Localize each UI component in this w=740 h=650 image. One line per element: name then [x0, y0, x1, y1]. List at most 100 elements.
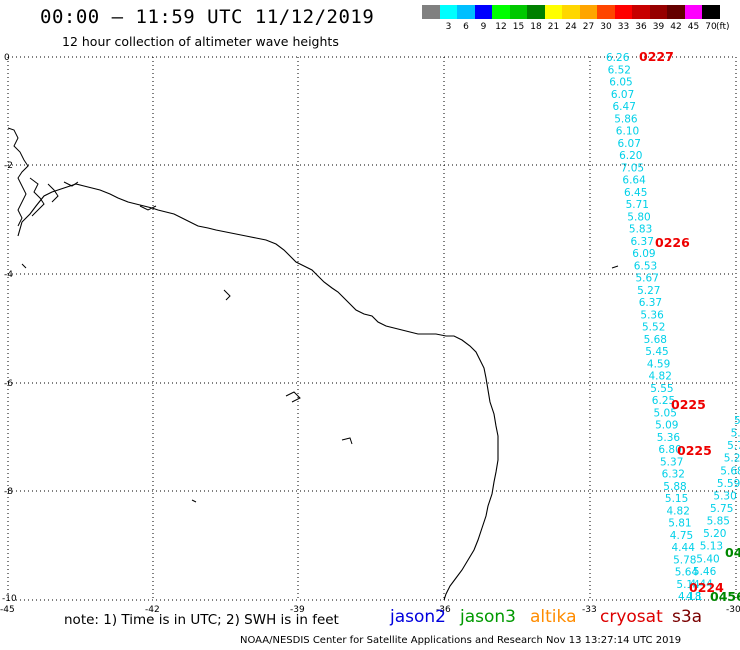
legend-cryosat: cryosat	[600, 607, 663, 627]
scale-swatch	[667, 5, 685, 19]
scale-label: 3	[445, 22, 452, 32]
scale-label: 45	[687, 22, 700, 32]
wave-height-value: 5.	[734, 415, 740, 427]
lat-label: -6	[4, 379, 13, 389]
wave-height-value: 5.71	[626, 199, 649, 211]
wave-height-value: 5.14	[676, 579, 700, 591]
wave-height-value: 5.81	[668, 518, 691, 530]
credit-line: NOAA/NESDIS Center for Satellite Applica…	[240, 635, 682, 646]
wave-height-value: 5.15	[665, 493, 688, 505]
wave-height-value: 5.83	[629, 224, 652, 236]
wave-height-value: 4.75	[670, 530, 693, 542]
wave-height-value: 5.67	[636, 273, 659, 285]
wave-height-value: 6.64	[622, 175, 646, 187]
lon-label: -30	[726, 605, 740, 615]
time-mark: 04	[725, 545, 740, 560]
wave-height-value: 6.80	[658, 444, 681, 456]
wave-height-value: 6.07	[618, 138, 641, 150]
wave-height-value: 5.55	[650, 383, 673, 395]
wave-height-value: 6.53	[634, 260, 657, 272]
wave-height-value: 5.05	[654, 407, 677, 419]
coastline	[17, 183, 499, 601]
map-subtitle: 12 hour collection of altimeter wave hei…	[62, 34, 339, 49]
footer-note: note: 1) Time is in UTC; 2) SWH is in fe…	[64, 612, 339, 628]
scale-label: 18	[530, 22, 542, 32]
map-title: 00:00 – 11:59 UTC 11/12/2019	[40, 6, 375, 28]
lat-label: -2	[4, 161, 13, 171]
scale-label: 21	[547, 22, 560, 32]
lon-label: -36	[436, 605, 451, 615]
scale-swatch	[457, 5, 475, 19]
wave-height-value: 4.18	[678, 591, 701, 603]
scale-swatch	[527, 5, 545, 19]
scale-swatch	[509, 5, 527, 19]
wave-height-value: 4.82	[667, 505, 690, 517]
legend-s3a: s3a	[672, 607, 703, 627]
wave-height-value: 7.05	[621, 162, 644, 174]
lon-label: -45	[0, 605, 15, 615]
scale-label: 12	[495, 22, 507, 32]
scale-swatch	[422, 5, 440, 19]
scale-label: 70	[705, 22, 717, 32]
lon-label: -42	[145, 605, 160, 615]
wave-height-value: 4.44	[689, 578, 713, 590]
scale-swatch	[702, 5, 720, 19]
wave-height-value: 5.27	[637, 285, 660, 297]
lat-label: -10	[2, 594, 17, 604]
wave-height-value: 5.85	[707, 516, 730, 528]
scale-label: 42	[670, 22, 682, 32]
time-mark: 0226	[655, 235, 690, 250]
time-mark: 0224	[689, 580, 724, 595]
wave-height-value: 5.09	[655, 420, 678, 432]
legend-jason3: jason3	[460, 607, 516, 627]
wave-height-value: 6.37	[639, 297, 662, 309]
scale-swatch	[544, 5, 562, 19]
wave-height-value: 6.09	[632, 248, 655, 260]
wave-height-value: 5.36	[657, 432, 681, 444]
wave-height-value: 6.07	[611, 89, 634, 101]
wave-height-value: 5.	[731, 428, 740, 440]
wave-height-value: 4.82	[649, 371, 672, 383]
time-mark: 0456	[710, 589, 740, 604]
time-mark: 0225	[677, 443, 712, 458]
wave-height-value: 5.36	[640, 309, 664, 321]
wave-height-value: 5.46	[693, 566, 717, 578]
scale-swatch	[614, 5, 632, 19]
wave-height-value: 6.37	[631, 236, 654, 248]
legend-jason2: jason2	[390, 607, 446, 627]
graticule	[7, 56, 737, 601]
wave-height-value: 4.1	[686, 591, 703, 603]
wave-height-value: 6.25	[652, 395, 675, 407]
wave-height-value: 5.37	[660, 456, 683, 468]
coastline-islands	[7, 127, 619, 503]
scale-unit: (ft)	[716, 22, 730, 32]
time-mark: 0227	[639, 49, 674, 64]
wave-height-value: 6.10	[616, 126, 639, 138]
scale-label: 15	[512, 22, 525, 32]
scale-swatch	[684, 5, 702, 19]
scale-label: 30	[600, 22, 612, 32]
wave-height-value: 4.44	[672, 542, 696, 554]
scale-label: 6	[463, 22, 469, 32]
scale-swatch	[562, 5, 580, 19]
lat-label: -8	[4, 487, 13, 497]
lat-label: 0	[4, 53, 10, 63]
wave-height-value: 5.68	[644, 334, 667, 346]
latitude-labels: 0 -2 -4 -6 -8 -10	[2, 53, 17, 604]
altimeter-track-b: 5.5.5.75.25.685.595.305.755.855.205.135.…	[686, 415, 740, 603]
wave-height-value: 5.2	[724, 453, 740, 465]
altimeter-track-a: 6.266.526.056.076.475.866.106.076.207.05…	[606, 52, 701, 603]
wave-height-value: 5.52	[642, 322, 665, 334]
lon-label: -33	[582, 605, 597, 615]
wave-height-value: 5.30	[713, 490, 736, 502]
wave-height-value: 6.47	[613, 101, 636, 113]
wave-height-value: 6.26	[606, 52, 630, 64]
wave-height-value: 5.78	[673, 554, 696, 566]
wave-height-value: 5.45	[645, 346, 668, 358]
wave-height-value: 6.20	[619, 150, 642, 162]
legend-altika: altika	[530, 607, 577, 627]
lat-label: -4	[4, 270, 13, 280]
wave-height-value: 5.40	[696, 553, 719, 565]
wave-height-value: 6.05	[609, 77, 632, 89]
